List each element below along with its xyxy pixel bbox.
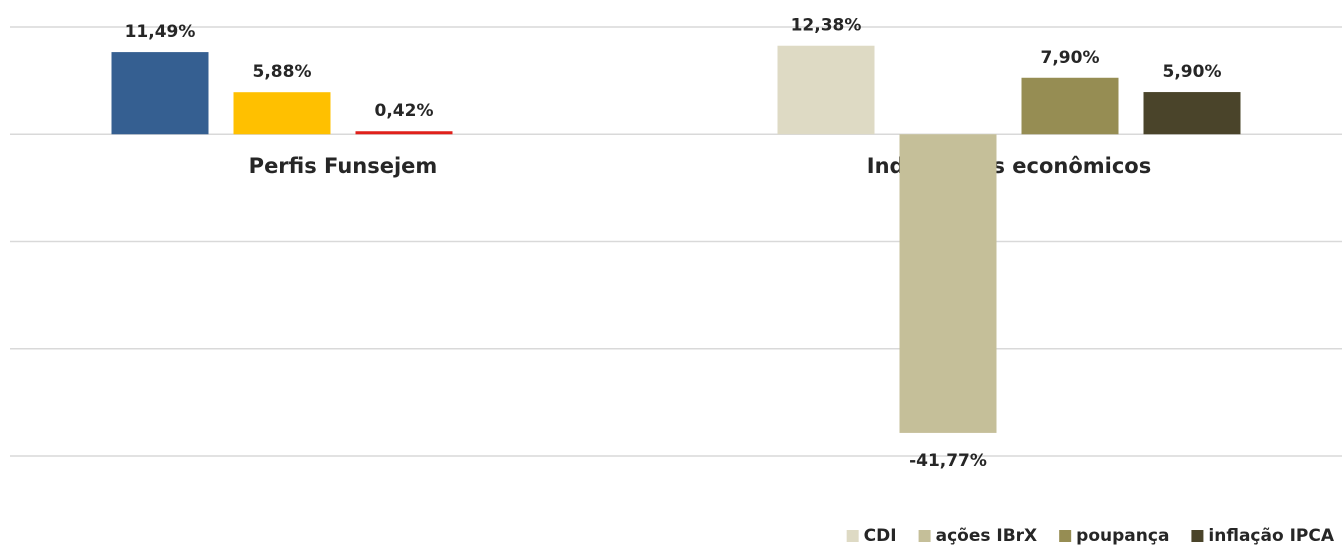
legend-swatch: [1191, 530, 1204, 542]
bar: [1021, 77, 1119, 135]
bar: [1143, 92, 1241, 135]
legend-label: poupança: [1076, 526, 1169, 546]
legend-swatch: [918, 530, 931, 542]
legend-label: inflação IPCA: [1208, 526, 1334, 546]
value-label: 7,90%: [1041, 48, 1100, 68]
legend-swatch: [846, 530, 859, 542]
value-label: 0,42%: [375, 101, 434, 121]
bar: [777, 45, 875, 135]
bar: [355, 131, 453, 135]
bar: [111, 52, 209, 135]
category-label: Perfis Funsejem: [249, 154, 438, 178]
legend-swatch: [1059, 530, 1072, 542]
value-label: 11,49%: [125, 22, 196, 42]
value-label: 5,90%: [1163, 62, 1222, 82]
value-label: 5,88%: [253, 62, 312, 82]
value-label: 12,38%: [791, 16, 862, 36]
legend-label: CDI: [864, 526, 897, 546]
bar: [233, 92, 331, 135]
bar: [899, 134, 997, 433]
legend-label: ações IBrX: [936, 526, 1038, 546]
value-label: -41,77%: [909, 451, 987, 471]
